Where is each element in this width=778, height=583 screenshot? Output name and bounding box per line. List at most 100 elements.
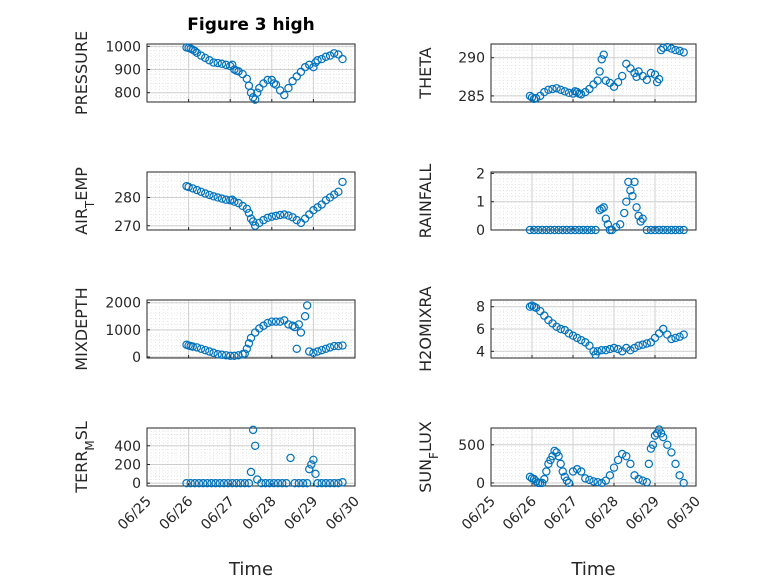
data-point [554,225,563,235]
data-point [309,348,318,358]
plot-area [491,172,696,230]
data-point [240,478,249,488]
data-point [209,58,218,67]
data-point [642,339,652,348]
data-point [209,348,218,358]
data-point [556,459,565,469]
y-axis-label: RAINFALL [416,164,435,239]
axes-box [490,427,697,487]
data-point [667,44,676,53]
data-point [292,72,301,81]
data-point [609,343,619,353]
data-point [292,344,301,353]
data-point [603,220,613,229]
data-point [321,52,331,61]
data-point [275,86,285,95]
data-point [638,340,647,349]
data-point [622,59,631,69]
data-point [626,459,635,469]
data-point [338,341,347,350]
data-point [552,84,561,93]
data-point [572,465,582,474]
data-point [261,478,270,488]
data-point [593,477,602,487]
data-point [663,225,672,235]
data-point [225,351,235,361]
data-point [644,459,654,469]
data-point [593,347,602,356]
data-point [613,77,623,87]
data-point [286,453,295,463]
data-point [679,478,688,488]
data-point [186,478,195,488]
data-point [659,324,668,334]
data-point [203,478,212,488]
y-axis-label: MIXDEPTH [72,287,91,370]
data-point [275,210,285,220]
y-tick-label: 1000 [105,39,141,55]
data-point [646,225,656,235]
data-point [234,198,243,208]
data-point [626,64,635,73]
subplot-sun-flux: 0 500 SUNFLUX 06/25 06/26 06/27 06/28 06/29 06/3… [416,421,704,580]
data-point [556,324,565,334]
data-point [221,60,231,70]
data-point [244,339,254,348]
data-point [538,225,547,235]
y-tick-label: 200 [114,457,141,473]
data-point [250,441,260,450]
data-point [192,48,202,58]
data-point [667,448,676,457]
data-point [585,84,594,94]
data-point [330,49,339,58]
x-tick-label: 06/28 [582,494,622,534]
data-point [564,478,574,488]
data-point [253,88,262,97]
data-point [190,478,200,488]
data-point [334,341,343,351]
data-point [294,478,304,488]
data-point [542,467,551,476]
data-point [679,48,688,57]
data-point [311,469,320,479]
subplot-air-temp: 270 280 AIRTEMP [72,167,356,235]
y-tick-label: 6 [476,322,485,338]
data-point [290,478,299,488]
data-point [558,225,567,235]
data-point [634,341,643,350]
data-point [325,343,335,352]
data-point [671,45,680,55]
data-point [305,210,314,219]
data-point [244,478,254,488]
y-tick-label: 280 [114,190,141,206]
data-point [568,467,578,476]
data-point [622,197,631,206]
data-point [632,203,641,212]
data-point [620,208,629,218]
data-point [273,478,283,488]
x-tick-label: 06/27 [198,494,238,534]
y-tick-label: 8 [476,300,485,316]
data-point [190,46,200,56]
data-point [275,317,285,326]
x-axis-label: Time [228,559,273,580]
data-point [213,350,222,359]
y-tick-label: 4 [476,344,485,360]
axes-box [146,299,356,359]
data-point [296,67,306,77]
data-point [182,478,191,488]
x-tick-label: 06/29 [281,494,321,534]
plot-area [147,44,355,102]
subplot-h2omixra: 4 6 8 H2OMIXRA [416,286,697,372]
data-point [529,225,539,235]
data-point [675,471,684,480]
data-point [234,351,243,360]
data-point [642,477,652,487]
data-point [613,455,623,465]
data-point [330,341,339,351]
data-point [609,82,619,91]
data-point [302,301,312,310]
data-point [280,90,289,100]
